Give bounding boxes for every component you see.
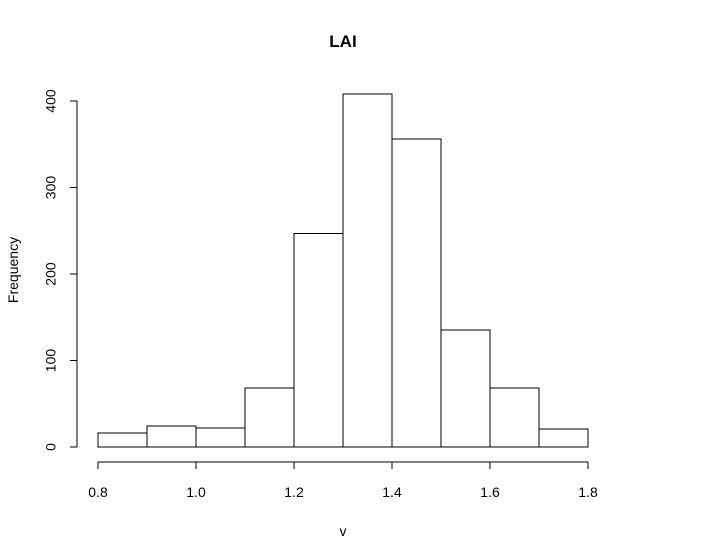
histogram-bar-5 — [342, 93, 393, 448]
y-axis: 0 100 200 300 400 — [43, 89, 78, 451]
y-tick-label-4: 400 — [43, 89, 59, 113]
histogram-bar-7 — [440, 329, 491, 448]
x-tick-label-4: 1.6 — [480, 484, 500, 500]
histogram-bar-9 — [538, 428, 589, 448]
x-tick-label-3: 1.4 — [382, 484, 402, 500]
histogram-bar-2 — [195, 427, 246, 448]
y-axis-label: Frequency — [5, 237, 21, 303]
histogram-bar-1 — [146, 425, 197, 448]
y-tick-label-0: 0 — [43, 443, 59, 451]
histogram-bar-0 — [97, 432, 148, 448]
chart-title: LAI — [329, 32, 356, 51]
histogram-bar-4 — [293, 232, 344, 448]
histogram-bar-8 — [489, 387, 540, 448]
x-axis-label: v — [340, 523, 347, 539]
x-tick-label-0: 0.8 — [88, 484, 108, 500]
y-tick-label-3: 300 — [43, 176, 59, 200]
histogram-bars — [97, 93, 589, 448]
histogram-bar-6 — [391, 138, 442, 448]
x-tick-label-1: 1.0 — [186, 484, 206, 500]
y-tick-label-1: 100 — [43, 349, 59, 373]
x-axis: 0.8 1.0 1.2 1.4 1.6 1.8 — [88, 461, 598, 500]
x-tick-label-5: 1.8 — [578, 484, 598, 500]
y-tick-label-2: 200 — [43, 262, 59, 286]
histogram-bar-3 — [244, 387, 295, 448]
x-tick-label-2: 1.2 — [284, 484, 304, 500]
